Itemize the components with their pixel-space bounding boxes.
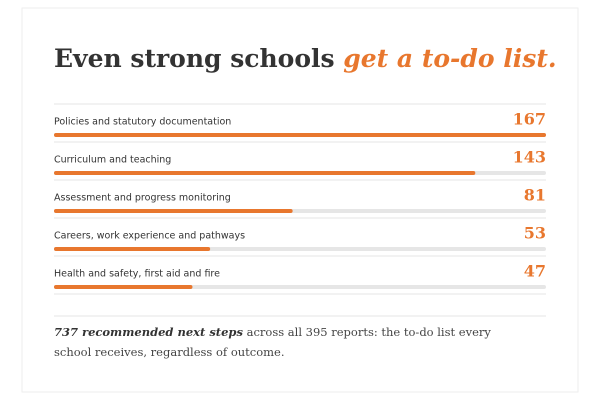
value-label: 167: [513, 110, 546, 129]
bar: [54, 285, 193, 289]
bar: [54, 133, 546, 137]
chart-title: Even strong schools get a to-do list.: [54, 44, 557, 73]
bar: [54, 209, 293, 213]
bar: [54, 171, 476, 175]
category-label: Curriculum and teaching: [54, 155, 171, 166]
category-label: Careers, work experience and pathways: [54, 231, 245, 242]
bar: [54, 247, 211, 251]
category-label: Policies and statutory documentation: [54, 117, 231, 128]
value-label: 47: [524, 262, 546, 281]
category-label: Assessment and progress monitoring: [54, 193, 231, 204]
note-emphasis: 737 recommended next steps: [54, 325, 243, 339]
card: [21, 7, 579, 393]
title-emphasis: get a to-do list.: [343, 44, 556, 73]
category-label: Health and safety, first aid and fire: [54, 269, 220, 280]
value-label: 81: [524, 186, 546, 205]
title-text: Even strong schools: [54, 44, 343, 73]
note-text: across all 395 reports: the to-do list e…: [54, 325, 491, 359]
value-label: 53: [524, 224, 546, 243]
note: 737 recommended next steps across all 39…: [54, 322, 524, 362]
value-label: 143: [513, 148, 546, 167]
